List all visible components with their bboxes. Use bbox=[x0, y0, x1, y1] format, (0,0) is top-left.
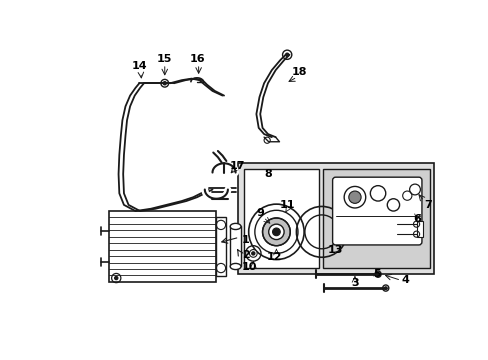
Text: 6: 6 bbox=[412, 214, 420, 224]
Text: 3: 3 bbox=[350, 278, 358, 288]
Text: 18: 18 bbox=[291, 67, 306, 77]
Text: 12: 12 bbox=[266, 252, 281, 262]
Text: 5: 5 bbox=[372, 269, 380, 279]
Circle shape bbox=[272, 228, 280, 236]
Text: 13: 13 bbox=[327, 244, 343, 255]
Bar bbox=[322, 169, 429, 268]
Text: 10: 10 bbox=[241, 261, 257, 271]
Text: 9: 9 bbox=[256, 208, 264, 217]
Text: 1: 1 bbox=[241, 235, 249, 244]
Text: 8: 8 bbox=[264, 169, 272, 179]
Circle shape bbox=[163, 82, 166, 85]
Text: 15: 15 bbox=[157, 54, 172, 64]
Text: 16: 16 bbox=[189, 54, 204, 64]
Text: 17: 17 bbox=[230, 161, 245, 171]
Text: 11: 11 bbox=[279, 200, 294, 210]
Circle shape bbox=[384, 287, 386, 289]
Circle shape bbox=[268, 224, 284, 239]
Text: 4: 4 bbox=[400, 275, 408, 285]
Circle shape bbox=[262, 218, 290, 246]
Ellipse shape bbox=[230, 223, 241, 230]
Circle shape bbox=[115, 276, 118, 280]
Text: 14: 14 bbox=[131, 61, 147, 71]
Bar bbox=[230, 226, 241, 266]
Bar bbox=[238, 163, 433, 274]
Bar bbox=[108, 211, 216, 282]
Bar bbox=[216, 217, 225, 276]
Circle shape bbox=[251, 252, 254, 255]
Circle shape bbox=[285, 53, 288, 56]
Circle shape bbox=[376, 273, 378, 275]
Text: 2: 2 bbox=[241, 250, 249, 260]
Ellipse shape bbox=[230, 264, 241, 270]
Circle shape bbox=[348, 191, 360, 203]
Bar bbox=[244, 169, 318, 268]
Text: 7: 7 bbox=[424, 200, 431, 210]
Circle shape bbox=[249, 249, 257, 257]
Bar bbox=[416, 221, 422, 237]
FancyBboxPatch shape bbox=[332, 177, 421, 245]
